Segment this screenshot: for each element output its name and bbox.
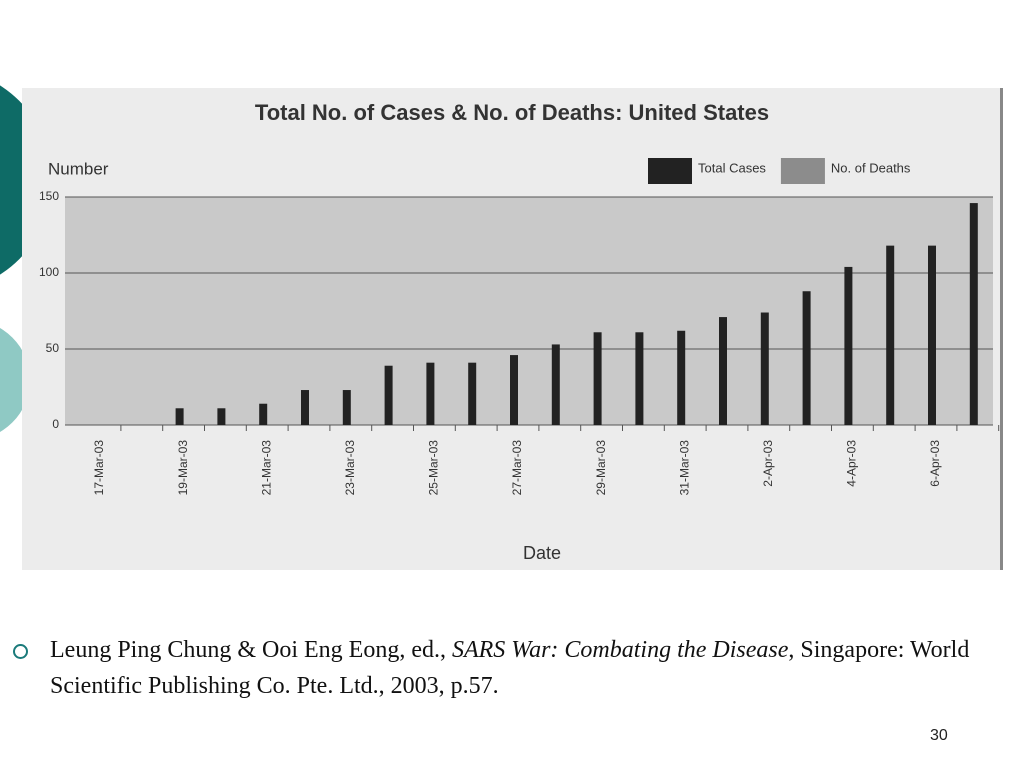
x-tick-label: 29-Mar-03 (594, 440, 608, 496)
x-tick-label: 19-Mar-03 (176, 440, 190, 496)
bar (969, 203, 978, 425)
x-tick-label: 17-Mar-03 (92, 440, 106, 496)
y-axis-label: Number (48, 159, 109, 178)
bar (760, 312, 769, 425)
bar (844, 266, 853, 425)
page-number: 30 (930, 727, 948, 744)
x-tick-label: 2-Apr-03 (761, 440, 775, 487)
bar (928, 245, 936, 425)
bar (468, 362, 477, 425)
legend-label: No. of Deaths (831, 160, 911, 175)
citation-text: Leung Ping Chung & Ooi Eng Eong, ed., (50, 637, 452, 663)
bar (259, 403, 268, 425)
legend-label: Total Cases (698, 160, 766, 175)
bar (593, 332, 602, 425)
bar (217, 408, 226, 425)
bar (719, 317, 727, 425)
legend-swatch (780, 158, 825, 184)
chart: Total No. of Cases & No. of Deaths: Unit… (39, 100, 1000, 563)
bar (426, 362, 435, 425)
citation-title: SARS War: Combating the Disease (451, 637, 789, 663)
x-tick-label: 21-Mar-03 (259, 440, 273, 496)
y-tick-label: 100 (39, 265, 59, 279)
x-axis-label: Date (523, 543, 561, 563)
bar (886, 245, 895, 425)
bar (175, 408, 184, 425)
chart-edge (1000, 88, 1003, 570)
bar (677, 330, 686, 425)
bar (551, 344, 560, 425)
citation-text: , Singapore: World Scientific Publishing… (50, 637, 970, 699)
bar (510, 355, 518, 425)
x-tick-label: 6-Apr-03 (928, 440, 942, 487)
bar (635, 332, 644, 425)
x-tick-label: 27-Mar-03 (510, 440, 524, 496)
bar (802, 291, 811, 425)
y-tick-label: 0 (52, 417, 59, 431)
x-tick-label: 31-Mar-03 (677, 440, 691, 496)
citation: Leung Ping Chung & Ooi Eng Eong, ed., SA… (50, 632, 1000, 704)
y-tick-label: 50 (46, 341, 60, 355)
plot-area (65, 197, 993, 425)
x-tick-label: 25-Mar-03 (427, 440, 441, 496)
legend-swatch (648, 158, 692, 184)
x-tick-label: 23-Mar-03 (343, 440, 357, 496)
x-tick-label: 4-Apr-03 (845, 440, 859, 487)
y-tick-label: 150 (39, 189, 59, 203)
chart-title: Total No. of Cases & No. of Deaths: Unit… (255, 100, 769, 125)
bar (342, 390, 351, 425)
bullet (13, 644, 28, 659)
bar (384, 365, 393, 425)
bar (301, 390, 309, 425)
